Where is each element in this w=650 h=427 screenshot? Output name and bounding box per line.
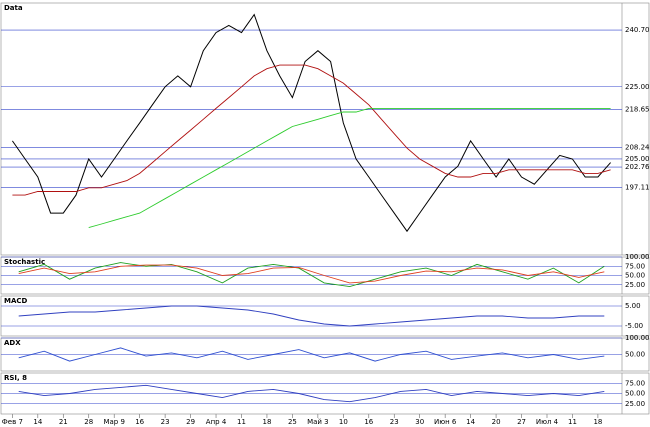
y-tick-label: 197.11 <box>625 183 650 191</box>
x-tick-label: 23 <box>390 418 399 426</box>
y-tick-label: 25.00 <box>625 400 645 408</box>
y-tick-label: 50.00 <box>625 351 645 359</box>
x-tick-label: 29 <box>186 418 195 426</box>
panel <box>0 2 650 256</box>
x-tick-label: Май 3 <box>307 418 329 426</box>
x-tick-label: 21 <box>59 418 68 426</box>
x-tick-label: 18 <box>593 418 602 426</box>
y-tick-label: 50.00 <box>625 272 645 280</box>
series-line <box>18 264 605 284</box>
x-tick-label: 30 <box>415 418 424 426</box>
x-tick-label: Мар 9 <box>103 418 124 426</box>
x-tick-label: 11 <box>568 418 577 426</box>
y-tick-label: 100.00 <box>625 334 650 342</box>
x-tick-label: 28 <box>84 418 93 426</box>
panel <box>0 295 650 337</box>
y-tick-label: 75.00 <box>625 379 645 387</box>
y-tick-label: 205.00 <box>625 155 650 163</box>
x-tick-label: 16 <box>364 418 373 426</box>
series-line <box>18 305 605 327</box>
x-tick-label: 16 <box>135 418 144 426</box>
panel-title: ADX <box>4 339 21 347</box>
y-tick-label: 218.65 <box>625 106 650 114</box>
series-line <box>12 64 611 196</box>
y-tick-label: 75.00 <box>625 262 645 270</box>
x-tick-label: Фев 7 <box>2 418 23 426</box>
x-tick-label: 23 <box>161 418 170 426</box>
y-tick-label: 208.24 <box>625 143 650 151</box>
y-tick-label: 225.00 <box>625 83 650 91</box>
panel-title: Data <box>4 4 23 12</box>
x-tick-label: 14 <box>466 418 475 426</box>
x-tick-label: Июн 6 <box>434 418 457 426</box>
series-line <box>88 107 611 229</box>
x-tick-label: 18 <box>262 418 271 426</box>
panel-title: Stochastic <box>4 258 45 266</box>
y-tick-label: 100.00 <box>625 253 650 261</box>
series-line <box>18 262 605 288</box>
panel-title: MACD <box>4 297 28 305</box>
y-tick-label: 25.00 <box>625 281 645 289</box>
x-tick-label: Июл 4 <box>536 418 559 426</box>
panel-title: RSI, 8 <box>4 374 27 382</box>
x-tick-label: 25 <box>288 418 297 426</box>
series-line <box>11 13 611 233</box>
x-tick-label: 20 <box>492 418 501 426</box>
y-tick-label: -5.00 <box>625 322 643 330</box>
y-tick-label: 50.00 <box>625 390 645 398</box>
x-tick-label: 10 <box>339 418 348 426</box>
y-tick-label: 240.70 <box>625 26 650 34</box>
series-line <box>18 384 605 403</box>
y-tick-label: 202.76 <box>625 163 650 171</box>
series-line <box>18 347 605 362</box>
y-tick-label: 5.00 <box>625 302 641 310</box>
x-tick-label: 14 <box>33 418 42 426</box>
x-tick-label: 11 <box>237 418 246 426</box>
x-tick-label: 27 <box>517 418 526 426</box>
x-tick-label: Апр 4 <box>206 418 227 426</box>
